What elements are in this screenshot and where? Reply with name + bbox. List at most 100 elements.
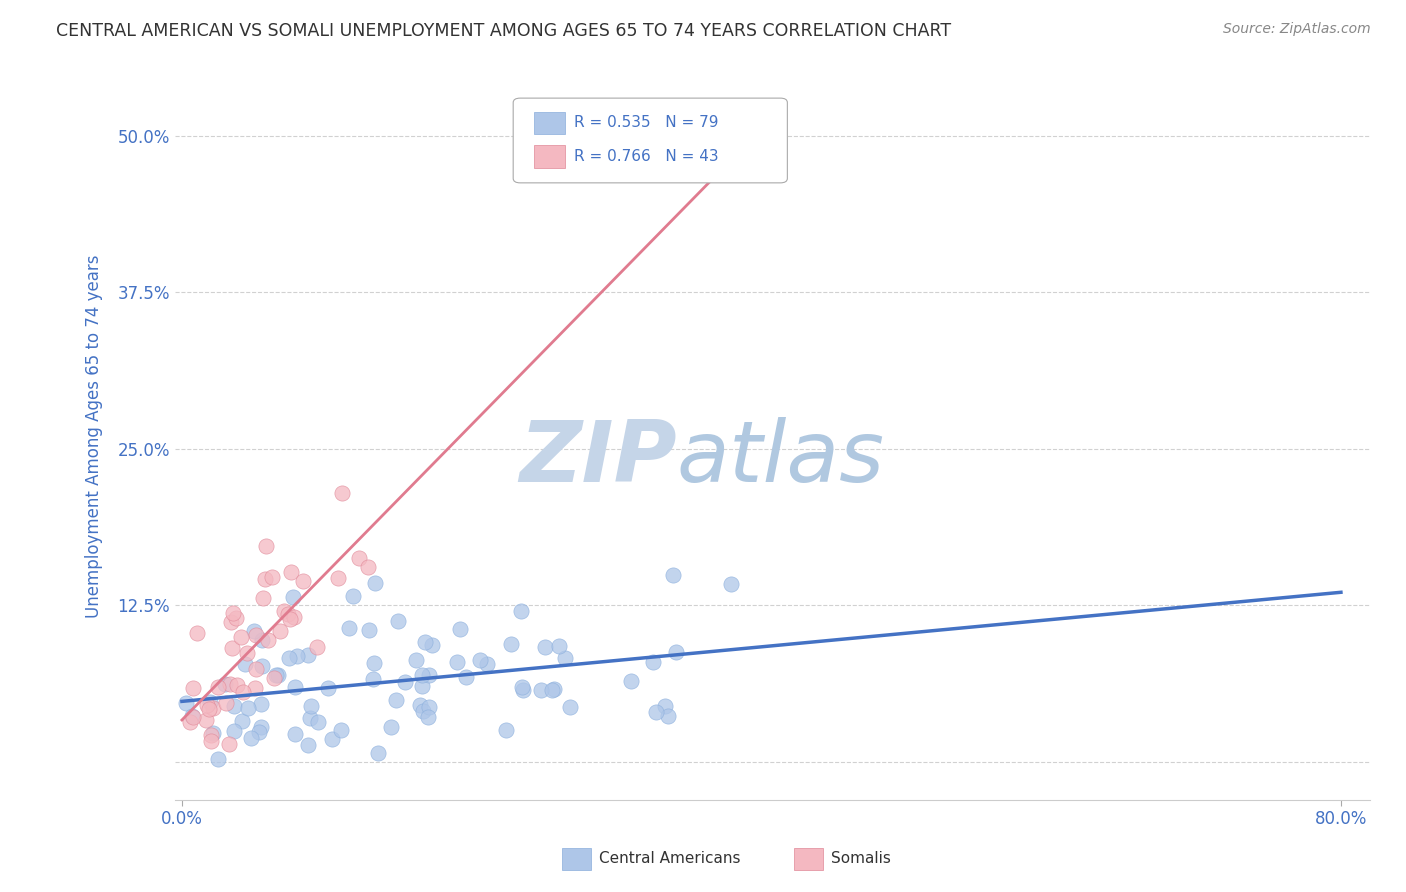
Point [239,731,262,745]
Text: atlas: atlas [676,417,884,500]
Point [554,651,576,665]
Point [495,723,517,738]
Text: Somalis: Somalis [831,852,891,866]
Point [620,673,643,688]
Point [408,698,430,712]
Point [644,705,666,719]
Point [509,604,531,618]
Point [720,576,742,591]
Point [179,714,201,729]
Point [641,655,664,669]
Text: R = 0.535   N = 79: R = 0.535 N = 79 [574,115,718,129]
Point [284,680,307,694]
Point [283,610,305,624]
Point [285,648,308,663]
Point [277,607,299,621]
Text: Source: ZipAtlas.com: Source: ZipAtlas.com [1223,22,1371,37]
Point [543,682,565,697]
Point [298,711,321,725]
Point [264,667,287,681]
Point [541,682,564,697]
Point [560,700,582,714]
Point [501,637,523,651]
Point [359,623,381,637]
Point [232,685,254,699]
Point [380,720,402,734]
Point [250,720,273,734]
Point [219,677,242,691]
Point [665,645,688,659]
Point [236,646,259,660]
Point [243,624,266,638]
Point [214,676,236,690]
Point [278,650,301,665]
Point [243,681,266,695]
Point [226,678,249,692]
Point [245,628,267,642]
Point [247,725,270,739]
Point [252,591,274,605]
Point [357,560,380,574]
Point [254,539,277,553]
Point [284,726,307,740]
Point [342,589,364,603]
Point [418,667,440,681]
Point [280,565,302,579]
Point [200,728,222,742]
Point [252,632,274,647]
Point [195,698,218,712]
Point [207,680,229,694]
Point [202,700,225,714]
Point [363,656,385,670]
Point [662,568,685,582]
Point [238,701,260,715]
Point [266,668,288,682]
Point [195,713,218,727]
Text: CENTRAL AMERICAN VS SOMALI UNEMPLOYMENT AMONG AGES 65 TO 74 YEARS CORRELATION CH: CENTRAL AMERICAN VS SOMALI UNEMPLOYMENT … [56,22,952,40]
Point [394,675,416,690]
Point [257,632,280,647]
Point [278,612,301,626]
Text: R = 0.766   N = 43: R = 0.766 N = 43 [574,149,718,163]
Point [548,639,571,653]
Point [347,551,370,566]
Point [418,710,440,724]
Point [330,723,353,738]
Point [512,682,534,697]
Point [454,670,477,684]
Point [415,635,437,649]
Point [533,640,555,655]
Point [250,658,273,673]
Point [253,572,276,586]
Point [219,615,242,630]
Point [198,702,221,716]
Point [218,737,240,751]
Point [449,622,471,636]
Point [305,640,328,654]
Point [180,709,202,723]
Point [245,661,267,675]
Point [231,714,253,729]
Point [446,655,468,669]
Point [269,624,291,638]
Point [364,576,387,591]
Point [200,734,222,748]
Point [222,607,245,621]
Point [420,638,443,652]
Point [222,698,245,713]
Point [297,738,319,752]
Point [281,591,304,605]
Point [222,724,245,739]
Point [299,699,322,714]
Point [263,671,285,685]
Text: ZIP: ZIP [519,417,676,500]
Point [198,695,221,709]
Point [307,714,329,729]
Point [273,604,295,618]
Point [181,681,204,695]
Point [202,725,225,739]
Point [363,672,385,686]
Point [186,626,208,640]
Point [221,640,243,655]
Point [181,710,204,724]
